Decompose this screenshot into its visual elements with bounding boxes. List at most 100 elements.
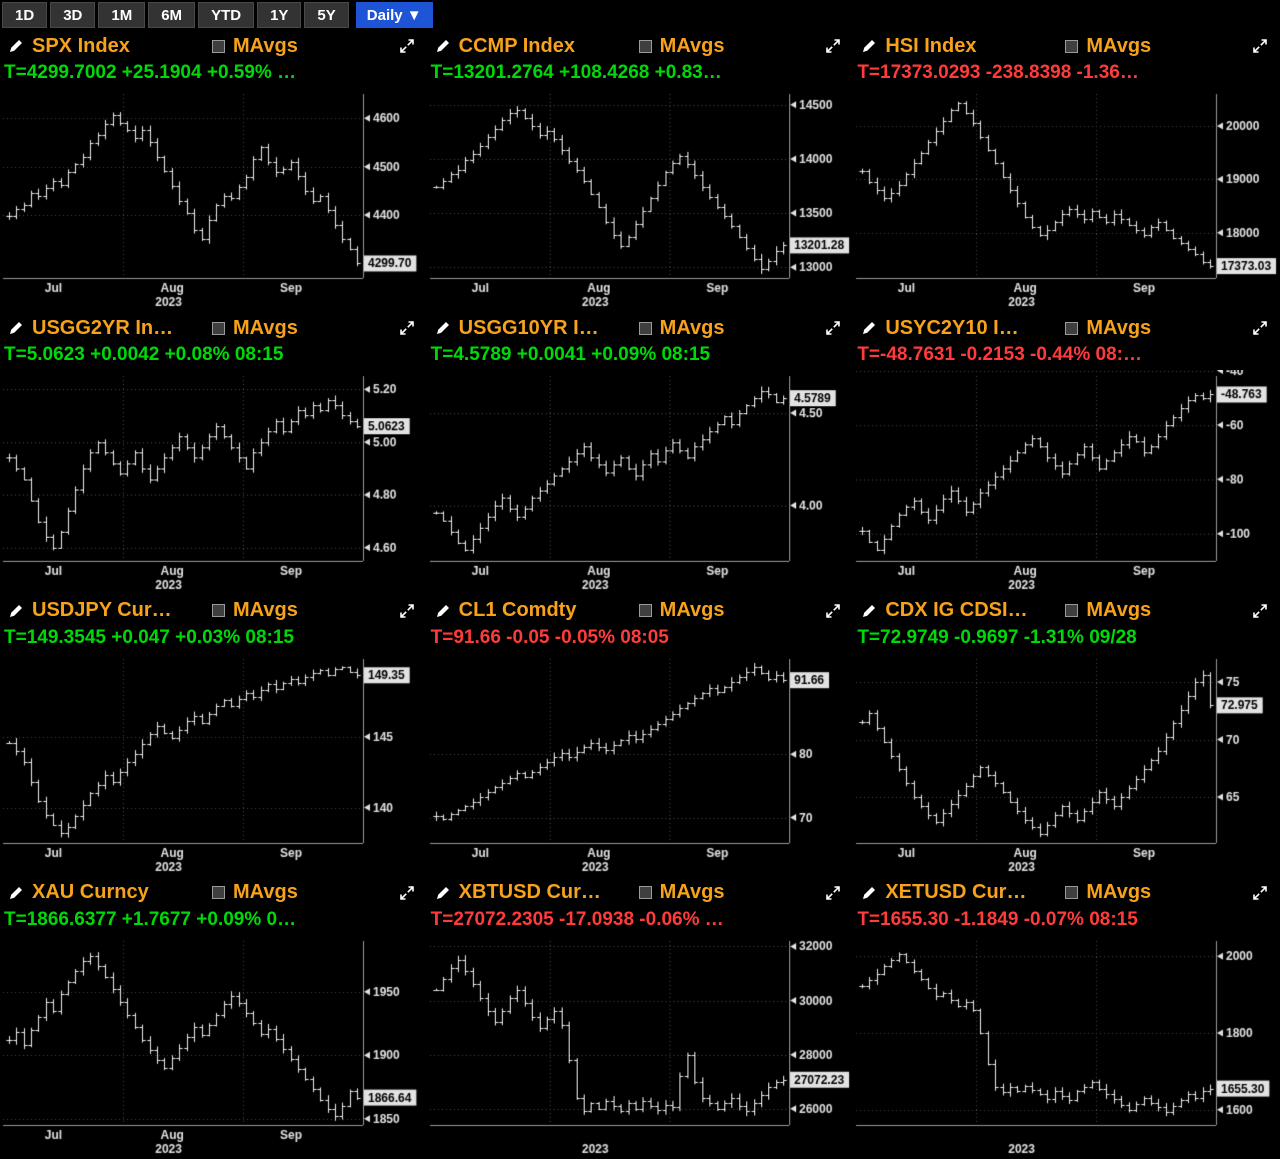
chart-title: XBTUSD Cur… — [458, 881, 601, 904]
expand-icon[interactable] — [399, 603, 415, 619]
period-dropdown[interactable]: Daily ▼ — [355, 2, 433, 28]
mavgs-checkbox[interactable] — [1065, 321, 1079, 335]
chart-title: HSI Index — [885, 34, 977, 57]
chart-header: CL1 Comdty MAvgs — [427, 597, 854, 625]
mavgs-checkbox[interactable] — [638, 321, 652, 335]
mavgs-checkbox[interactable] — [638, 886, 652, 900]
pencil-icon[interactable] — [8, 38, 26, 54]
pencil-icon[interactable] — [861, 38, 879, 54]
expand-icon[interactable] — [399, 885, 415, 901]
pencil-icon[interactable] — [435, 603, 453, 619]
mavgs-label[interactable]: MAvgs — [233, 599, 298, 621]
price-chart-canvas[interactable] — [0, 370, 427, 595]
mavgs-label[interactable]: MAvgs — [1086, 316, 1152, 339]
chart-header: HSI Index MAvgs — [853, 32, 1280, 60]
chart-header: CCMP Index MAvgs — [427, 32, 854, 60]
range-button-1m[interactable]: 1M — [98, 2, 146, 28]
chart-title: CDX IG CDSI… — [885, 599, 1028, 621]
price-chart-canvas[interactable] — [0, 934, 427, 1159]
range-button-ytd[interactable]: YTD — [198, 2, 255, 28]
mavgs-label[interactable]: MAvgs — [659, 316, 725, 339]
mavgs-label[interactable]: MAvgs — [233, 881, 298, 904]
chart-title: CCMP Index — [458, 34, 575, 57]
expand-icon[interactable] — [1252, 603, 1268, 619]
pencil-icon[interactable] — [861, 885, 879, 901]
expand-icon[interactable] — [825, 603, 841, 619]
mavgs-label[interactable]: MAvgs — [1086, 599, 1152, 621]
mavgs-group: MAvgs — [638, 881, 725, 904]
price-chart-canvas[interactable] — [853, 88, 1280, 313]
chart-header: USGG2YR In… MAvgs — [0, 314, 427, 342]
range-buttons: 1D 3D 1M 6M YTD 1Y 5Y — [2, 2, 349, 28]
expand-icon[interactable] — [825, 885, 841, 901]
pencil-icon[interactable] — [8, 320, 26, 336]
price-chart-canvas[interactable] — [853, 370, 1280, 595]
chart-quote: T=4.5789 +0.0041 +0.09% 08:15 — [430, 344, 711, 366]
mavgs-checkbox[interactable] — [1065, 886, 1079, 900]
mavgs-checkbox[interactable] — [638, 39, 652, 53]
range-button-6m[interactable]: 6M — [148, 2, 196, 28]
expand-icon[interactable] — [399, 38, 415, 54]
price-chart-canvas[interactable] — [853, 652, 1280, 877]
mavgs-checkbox[interactable] — [212, 886, 225, 900]
chart-title: USGG10YR I… — [458, 316, 599, 339]
expand-icon[interactable] — [399, 320, 415, 336]
expand-icon[interactable] — [1252, 38, 1268, 54]
mavgs-label[interactable]: MAvgs — [1086, 881, 1152, 904]
chart-header: USGG10YR I… MAvgs — [427, 314, 854, 342]
chart-quote: T=-48.7631 -0.2153 -0.44% 08:… — [857, 344, 1142, 366]
chart-quote: T=1655.30 -1.1849 -0.07% 08:15 — [857, 908, 1138, 930]
chart-header: XETUSD Cur… MAvgs — [853, 879, 1280, 907]
chart-panel: USYC2Y10 I… MAvgs T=-48.7631 -0.2153 -0.… — [853, 312, 1280, 595]
mavgs-group: MAvgs — [638, 34, 725, 58]
pencil-icon[interactable] — [435, 38, 453, 54]
range-button-5y[interactable]: 5Y — [304, 2, 349, 28]
chart-panel: CL1 Comdty MAvgs T=91.66 -0.05 -0.05% 08… — [426, 595, 854, 877]
mavgs-checkbox[interactable] — [212, 321, 225, 335]
mavgs-group: MAvgs — [212, 599, 298, 622]
mavgs-checkbox[interactable] — [212, 39, 225, 53]
pencil-icon[interactable] — [435, 885, 453, 901]
range-button-3d[interactable]: 3D — [50, 2, 96, 28]
chart-quote: T=27072.2305 -17.0938 -0.06% … — [430, 908, 724, 930]
charts-grid: SPX Index MAvgs T=4299.7002 +25.1904 +0.… — [0, 30, 1280, 1159]
expand-icon[interactable] — [825, 320, 841, 336]
expand-icon[interactable] — [1252, 885, 1268, 901]
chart-title: USYC2Y10 I… — [885, 316, 1019, 339]
price-chart-canvas[interactable] — [426, 370, 854, 595]
price-chart-canvas[interactable] — [0, 88, 427, 313]
mavgs-group: MAvgs — [212, 881, 298, 904]
mavgs-checkbox[interactable] — [638, 604, 652, 617]
chart-title: CL1 Comdty — [458, 599, 577, 621]
pencil-icon[interactable] — [861, 603, 879, 619]
chart-quote: T=1866.6377 +1.7677 +0.09% 0… — [4, 908, 297, 930]
pencil-icon[interactable] — [435, 320, 453, 336]
mavgs-checkbox[interactable] — [1065, 39, 1079, 53]
pencil-icon[interactable] — [861, 320, 879, 336]
price-chart-canvas[interactable] — [853, 934, 1280, 1159]
chart-header: XAU Curncy MAvgs — [0, 879, 427, 907]
mavgs-label[interactable]: MAvgs — [659, 34, 725, 57]
pencil-icon[interactable] — [8, 885, 26, 901]
mavgs-group: MAvgs — [1065, 881, 1151, 904]
price-chart-canvas[interactable] — [0, 652, 427, 877]
expand-icon[interactable] — [825, 38, 841, 54]
mavgs-checkbox[interactable] — [1065, 604, 1079, 617]
mavgs-label[interactable]: MAvgs — [659, 881, 725, 904]
mavgs-label[interactable]: MAvgs — [233, 316, 298, 339]
chart-panel: XETUSD Cur… MAvgs T=1655.30 -1.1849 -0.0… — [853, 877, 1280, 1159]
mavgs-group: MAvgs — [638, 316, 725, 340]
mavgs-label[interactable]: MAvgs — [1086, 34, 1152, 57]
pencil-icon[interactable] — [8, 603, 26, 619]
price-chart-canvas[interactable] — [426, 934, 854, 1159]
expand-icon[interactable] — [1252, 320, 1268, 336]
price-chart-canvas[interactable] — [426, 652, 854, 877]
mavgs-checkbox[interactable] — [212, 604, 225, 617]
range-button-1d[interactable]: 1D — [2, 2, 48, 28]
mavgs-label[interactable]: MAvgs — [233, 34, 298, 57]
price-chart-canvas[interactable] — [426, 88, 854, 313]
chart-panel: XAU Curncy MAvgs T=1866.6377 +1.7677 +0.… — [0, 877, 427, 1159]
chart-panel: SPX Index MAvgs T=4299.7002 +25.1904 +0.… — [0, 30, 427, 313]
mavgs-label[interactable]: MAvgs — [659, 599, 725, 621]
range-button-1y[interactable]: 1Y — [257, 2, 302, 28]
